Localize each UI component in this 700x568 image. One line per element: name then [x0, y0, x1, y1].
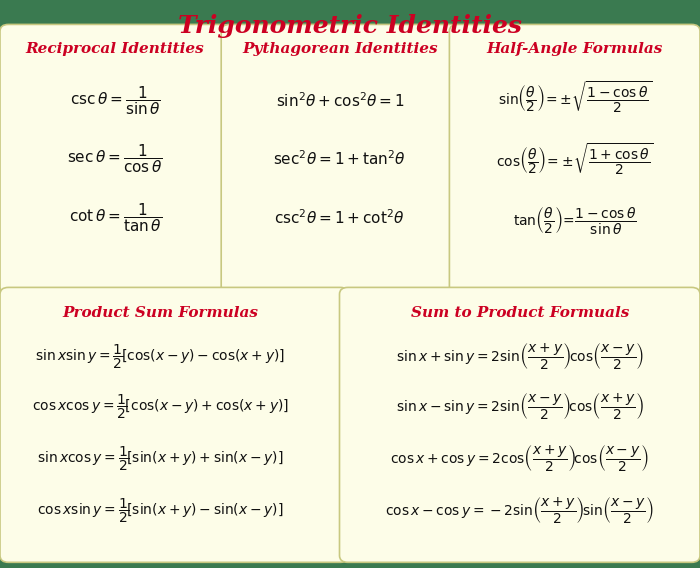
- Text: Pythagorean Identities: Pythagorean Identities: [242, 42, 438, 56]
- FancyBboxPatch shape: [449, 24, 700, 294]
- Text: $\cot\theta =\dfrac{1}{\tan\theta}$: $\cot\theta =\dfrac{1}{\tan\theta}$: [69, 202, 162, 234]
- Text: $\sec\theta =\dfrac{1}{\cos\theta}$: $\sec\theta =\dfrac{1}{\cos\theta}$: [67, 143, 163, 176]
- Text: $\csc\theta =\dfrac{1}{\sin\theta}$: $\csc\theta =\dfrac{1}{\sin\theta}$: [70, 84, 160, 116]
- FancyBboxPatch shape: [0, 287, 349, 562]
- Text: $\sin x\cos y = \dfrac{1}{2}\!\left[\sin(x+y)+\sin(x-y)\right]$: $\sin x\cos y = \dfrac{1}{2}\!\left[\sin…: [37, 445, 284, 473]
- Text: Sum to Product Formuals: Sum to Product Formuals: [411, 306, 629, 320]
- Text: $\sin x\sin y = \dfrac{1}{2}\!\left[\cos(x-y)-\cos(x+y)\right]$: $\sin x\sin y = \dfrac{1}{2}\!\left[\cos…: [35, 343, 286, 371]
- FancyBboxPatch shape: [0, 24, 230, 294]
- Text: $\sin x-\sin y = 2\sin\!\left(\dfrac{x-y}{2}\right)\!\cos\!\left(\dfrac{x+y}{2}\: $\sin x-\sin y = 2\sin\!\left(\dfrac{x-y…: [395, 391, 644, 422]
- Text: $\sin x+\sin y = 2\sin\!\left(\dfrac{x+y}{2}\right)\!\cos\!\left(\dfrac{x-y}{2}\: $\sin x+\sin y = 2\sin\!\left(\dfrac{x+y…: [395, 342, 644, 372]
- Text: $\cos x+\cos y = 2\cos\!\left(\dfrac{x+y}{2}\right)\!\cos\!\left(\dfrac{x-y}{2}\: $\cos x+\cos y = 2\cos\!\left(\dfrac{x+y…: [391, 444, 649, 474]
- Text: $\cos x\cos y = \dfrac{1}{2}\!\left[\cos(x-y)+\cos(x+y)\right]$: $\cos x\cos y = \dfrac{1}{2}\!\left[\cos…: [32, 392, 289, 421]
- Text: Trigonometric Identities: Trigonometric Identities: [178, 14, 522, 38]
- Text: $\sin\!\left(\dfrac{\theta}{2}\right)\!=\!\pm\!\sqrt{\dfrac{1-\cos\theta}{2}}$: $\sin\!\left(\dfrac{\theta}{2}\right)\!=…: [498, 80, 652, 115]
- Text: $\cos x\sin y = \dfrac{1}{2}\!\left[\sin(x+y)-\sin(x-y)\right]$: $\cos x\sin y = \dfrac{1}{2}\!\left[\sin…: [37, 497, 284, 525]
- Text: $\tan\!\left(\dfrac{\theta}{2}\right)\!=\!\dfrac{1-\cos\theta}{\sin\theta}$: $\tan\!\left(\dfrac{\theta}{2}\right)\!=…: [512, 205, 637, 236]
- Text: $\sec^2\!\theta = 1 + \tan^2\!\theta$: $\sec^2\!\theta = 1 + \tan^2\!\theta$: [273, 150, 407, 168]
- Text: Reciprocal Identities: Reciprocal Identities: [26, 42, 204, 56]
- Text: Half-Angle Formulas: Half-Angle Formulas: [486, 42, 663, 56]
- Text: Product Sum Formulas: Product Sum Formulas: [62, 306, 258, 320]
- Text: $\csc^2\!\theta = 1 + \cot^2\!\theta$: $\csc^2\!\theta = 1 + \cot^2\!\theta$: [274, 208, 405, 227]
- Text: $\cos x-\cos y = -2\sin\!\left(\dfrac{x+y}{2}\right)\!\sin\!\left(\dfrac{x-y}{2}: $\cos x-\cos y = -2\sin\!\left(\dfrac{x+…: [386, 496, 654, 527]
- FancyBboxPatch shape: [340, 287, 700, 562]
- Text: $\cos\!\left(\dfrac{\theta}{2}\right)\!=\!\pm\!\sqrt{\dfrac{1+\cos\theta}{2}}$: $\cos\!\left(\dfrac{\theta}{2}\right)\!=…: [496, 141, 654, 177]
- Text: $\sin^2\!\theta + \cos^2\!\theta = 1$: $\sin^2\!\theta + \cos^2\!\theta = 1$: [276, 91, 404, 110]
- FancyBboxPatch shape: [221, 24, 458, 294]
